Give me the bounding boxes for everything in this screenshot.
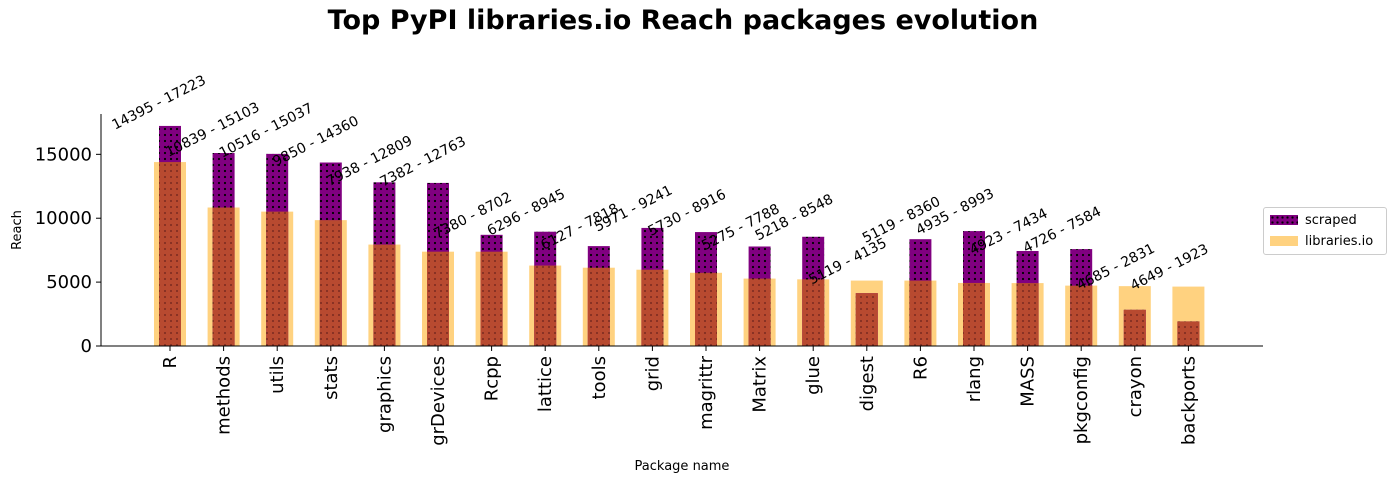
annotation-R: 14395 - 17223 — [110, 72, 209, 133]
legend-item-scraped: scraped — [1270, 212, 1357, 228]
legend-label-libraries-io: libraries.io — [1305, 233, 1374, 249]
legend-item-libraries-io: libraries.io — [1270, 233, 1374, 249]
bar-overlap-tools — [587, 267, 610, 346]
bar-overlap-Rcpp — [480, 251, 503, 346]
x-tick-label-grid: grid — [642, 356, 663, 391]
bar-overlap-digest — [855, 293, 878, 346]
bar-overlap-backports — [1177, 321, 1200, 346]
bar-overlap-Matrix — [748, 278, 771, 346]
bar-overlap-rlang — [963, 282, 985, 346]
x-tick-label-rlang: rlang — [964, 356, 985, 402]
chart-title: Top PyPI libraries.io Reach packages evo… — [327, 5, 1039, 36]
x-tick-label-methods: methods — [214, 356, 235, 435]
bar-overlap-crayon — [1123, 309, 1146, 346]
x-tick-label-graphics: graphics — [374, 356, 395, 433]
x-tick-label-stats: stats — [321, 356, 342, 400]
bar-overlap-methods — [212, 207, 235, 346]
y-tick-label-15000: 15000 — [35, 144, 92, 165]
bar-overlap-MASS — [1016, 283, 1039, 346]
x-tick-label-utils: utils — [267, 356, 288, 394]
y-tick-label-0: 0 — [81, 336, 92, 357]
bar-overlap-pkgconfig — [1070, 285, 1093, 346]
x-tick-label-digest: digest — [857, 356, 878, 411]
bar-overlap-glue — [802, 279, 825, 346]
x-tick-label-magrittr: magrittr — [696, 355, 717, 430]
bar-overlap-R6 — [909, 280, 932, 346]
x-tick-label-grDevices: grDevices — [428, 356, 449, 446]
y-tick-label-5000: 5000 — [46, 272, 92, 293]
x-axis-label: Package name — [635, 459, 730, 474]
x-tick-label-R6: R6 — [910, 356, 931, 380]
x-tick-label-glue: glue — [803, 356, 824, 395]
bar-overlap-utils — [266, 211, 289, 346]
legend-swatch-libraries-io — [1270, 236, 1298, 246]
x-tick-label-tools: tools — [589, 356, 610, 399]
x-tick-label-MASS: MASS — [1018, 356, 1039, 407]
bar-overlap-lattice — [534, 265, 557, 346]
legend-swatch-scraped — [1270, 215, 1298, 225]
bar-overlap-stats — [319, 220, 342, 346]
x-tick-label-pkgconfig: pkgconfig — [1071, 356, 1092, 444]
x-tick-label-backports: backports — [1178, 356, 1199, 445]
bar-overlap-grid — [641, 269, 664, 346]
bar-overlap-graphics — [373, 244, 396, 346]
bar-overlap-magrittr — [695, 272, 717, 346]
x-tick-label-lattice: lattice — [535, 356, 556, 412]
y-tick-label-10000: 10000 — [35, 208, 92, 229]
legend: scraped libraries.io — [1263, 207, 1387, 255]
x-tick-label-R: R — [160, 356, 181, 369]
x-tick-label-Rcpp: Rcpp — [482, 356, 503, 401]
y-axis-label: Reach — [10, 210, 25, 250]
legend-label-scraped: scraped — [1305, 212, 1357, 228]
x-tick-label-Matrix: Matrix — [750, 356, 771, 413]
bar-overlap-grDevices — [427, 251, 449, 346]
bar-overlap-R — [159, 162, 181, 346]
x-tick-label-crayon: crayon — [1125, 356, 1146, 417]
